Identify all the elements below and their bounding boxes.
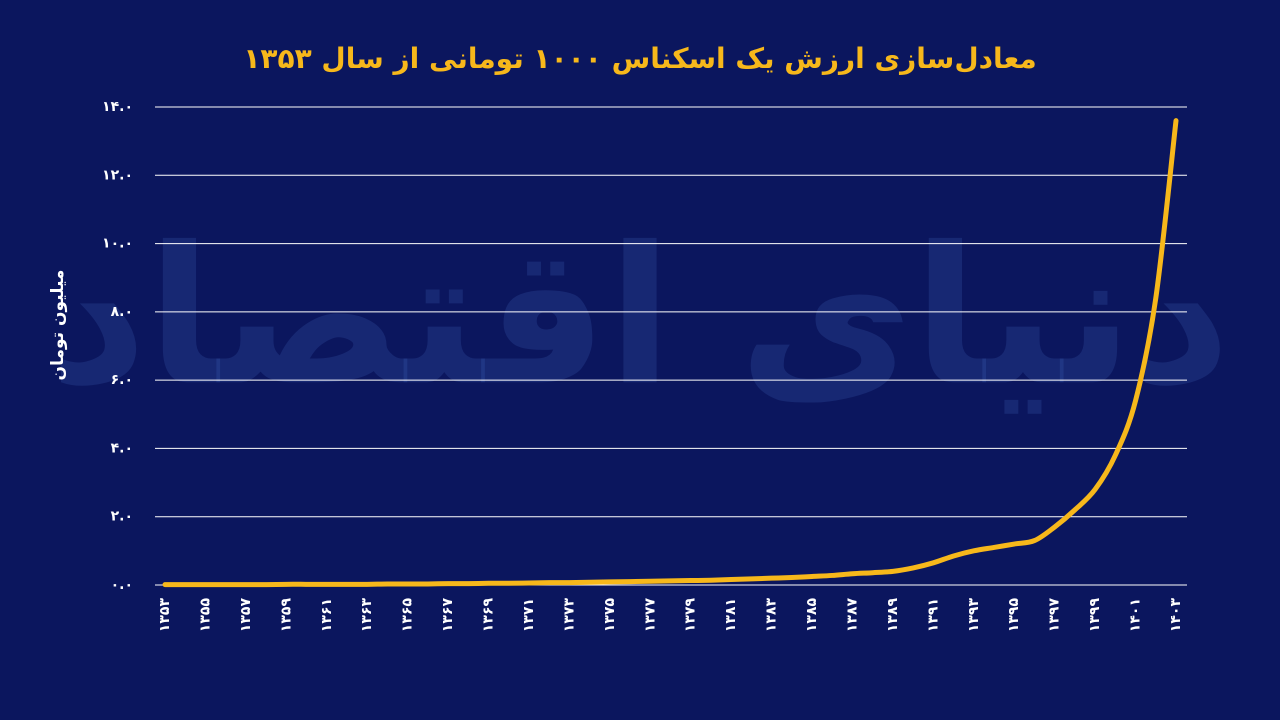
line <box>162 118 1179 588</box>
x-tick-label: ۱۳۶۳ <box>359 598 375 633</box>
x-tick-label: ۱۳۵۹ <box>278 598 294 633</box>
watermark: دنیای اقتصاد <box>49 206 1230 427</box>
x-tick-label: ۱۳۵۷ <box>238 598 254 633</box>
y-tick-label: ۲.۰ <box>111 509 133 525</box>
x-tick-label: ۱۳۷۵ <box>602 598 618 633</box>
x-tick-label: ۱۳۶۷ <box>440 598 456 633</box>
x-tick-label: ۱۳۶۹ <box>481 598 497 633</box>
x-tick-label: ۱۳۸۳ <box>764 598 780 633</box>
y-tick-label: ۰.۰ <box>111 577 133 593</box>
x-tick-label: ۱۳۹۱ <box>925 598 941 632</box>
x-tick-label: ۱۳۸۹ <box>885 598 901 633</box>
y-tick-label: ۶.۰ <box>111 372 133 388</box>
y-tick-label: ۴.۰ <box>111 440 133 456</box>
x-tick-label: ۱۳۷۳ <box>561 598 577 633</box>
x-tick-label: ۱۳۷۱ <box>521 598 537 632</box>
y-tick-label: ۸.۰ <box>111 304 133 320</box>
x-tick-label: ۱۳۹۵ <box>1006 598 1022 633</box>
x-tick-label: ۱۳۵۳ <box>157 598 173 633</box>
x-tick-label: ۱۳۵۵ <box>197 598 213 633</box>
x-tick-label: ۱۳۸۱ <box>723 598 739 632</box>
x-tick-label: ۱۴۰۱ <box>1128 598 1144 632</box>
x-tick-label: ۱۳۷۹ <box>683 598 699 633</box>
x-tick-label: ۱۳۹۷ <box>1047 598 1063 633</box>
y-tick-label: ۱۴.۰ <box>102 99 133 115</box>
x-tick-label: ۱۳۸۷ <box>844 598 860 633</box>
y-tick-label: ۱۲.۰ <box>102 167 133 183</box>
x-tick-label: ۱۳۶۱ <box>319 598 335 632</box>
y-tick-label: ۱۰.۰ <box>102 236 133 252</box>
x-tick-label: ۱۳۸۵ <box>804 598 820 633</box>
y-axis-title: میلیون تومان <box>48 270 68 381</box>
chart-title: معادل‌سازی ارزش یک اسکناس ۱۰۰۰ تومانی از… <box>243 42 1036 75</box>
x-tick-label: ۱۴۰۳ <box>1168 598 1184 633</box>
x-tick-label: ۱۳۷۷ <box>642 598 658 633</box>
x-tick-label: ۱۳۹۹ <box>1087 598 1103 633</box>
x-tick-label: ۱۳۶۵ <box>400 598 416 633</box>
x-tick-label: ۱۳۹۳ <box>966 598 982 633</box>
